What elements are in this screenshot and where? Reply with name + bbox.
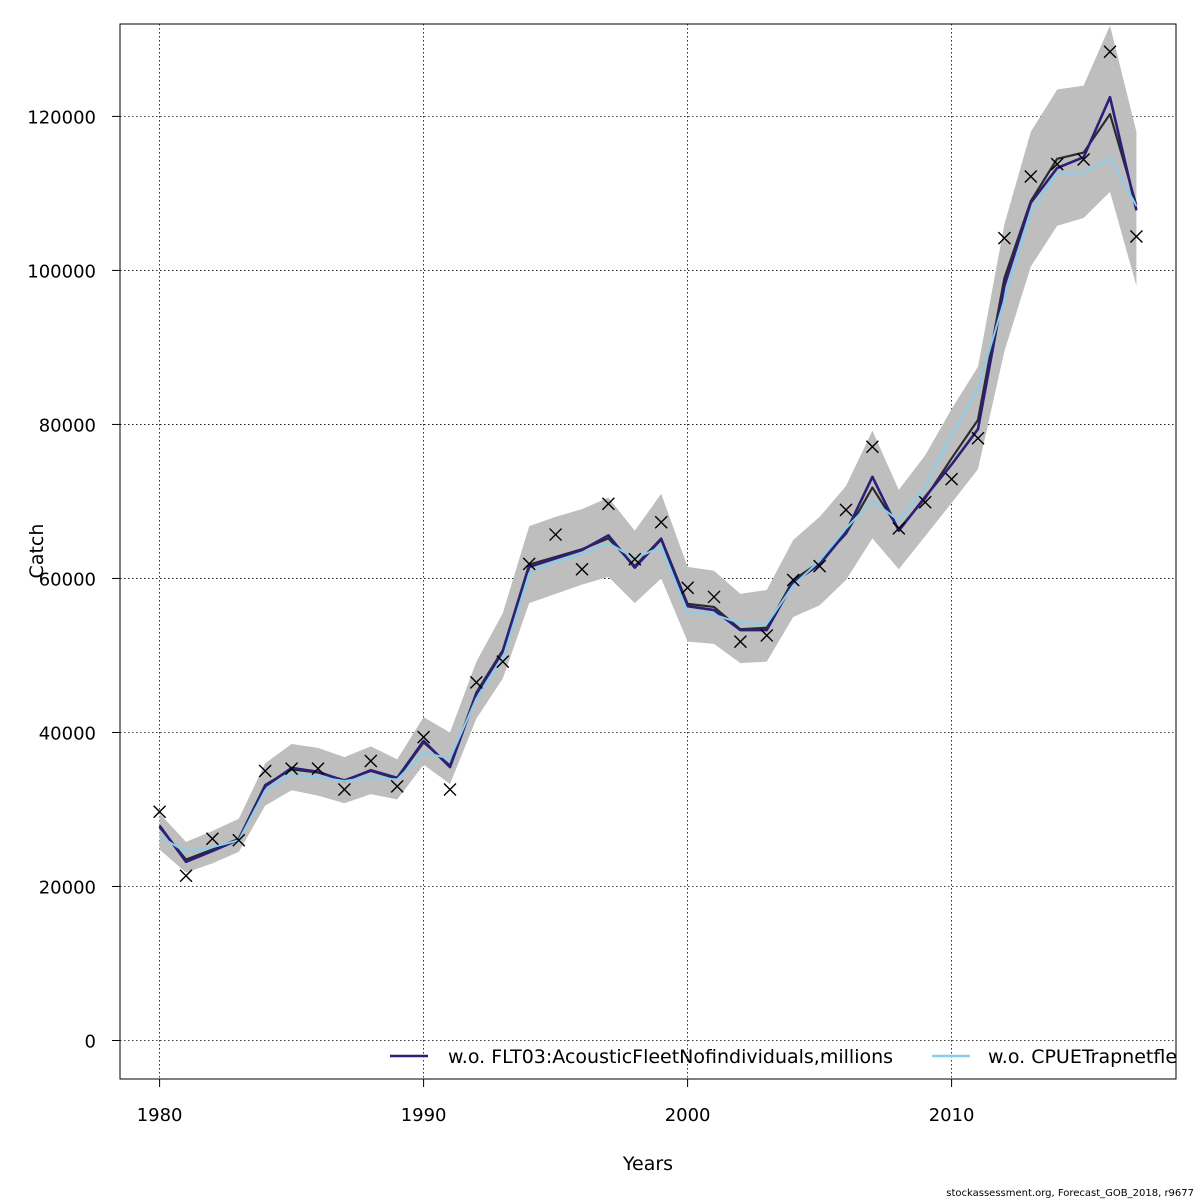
observed-point xyxy=(549,528,563,542)
observed-point xyxy=(179,869,193,883)
x-tick-label: 1980 xyxy=(137,1105,183,1126)
observed-point xyxy=(417,730,431,744)
legend: w.o. FLT03:AcousticFleetNofindividuals,m… xyxy=(390,1046,1196,1068)
observed-point xyxy=(232,833,246,847)
x-axis: 1980 1990 2000 2010 xyxy=(137,1078,975,1126)
confidence-band-layer xyxy=(159,25,1137,873)
observed-point xyxy=(865,440,879,454)
observed-point xyxy=(707,590,721,604)
y-tick-label: 120000 xyxy=(27,107,96,128)
observed-point xyxy=(522,557,536,571)
observed-point xyxy=(364,754,378,768)
observed-point xyxy=(575,562,589,576)
y-axis: 0 20000 40000 60000 80000 100000 120000 xyxy=(27,107,121,1052)
observed-point xyxy=(496,655,510,669)
observed-point xyxy=(390,779,404,793)
observed-point xyxy=(1103,45,1117,59)
observed-point xyxy=(601,497,615,511)
observed-point xyxy=(469,675,483,689)
x-tick-label: 1990 xyxy=(401,1105,447,1126)
observed-point xyxy=(654,515,668,529)
grid xyxy=(120,24,1176,1079)
observed-point xyxy=(1050,157,1064,171)
observed-point xyxy=(971,431,985,445)
observed-point xyxy=(813,559,827,573)
observed-point xyxy=(1024,169,1038,183)
x-tick-label: 2000 xyxy=(665,1105,711,1126)
observed-point xyxy=(1077,153,1091,167)
observed-point xyxy=(760,628,774,642)
legend-label-flt03: w.o. FLT03:AcousticFleetNofindividuals,m… xyxy=(448,1046,893,1068)
observed-point xyxy=(1129,230,1143,244)
observed-point xyxy=(892,521,906,535)
cpue-excluded-line xyxy=(159,156,1138,853)
observed-point xyxy=(918,495,932,509)
confidence-band xyxy=(159,25,1137,873)
observed-point xyxy=(153,805,167,819)
y-axis-title: Catch xyxy=(26,524,48,579)
legend-label-cpue: w.o. CPUETrapnetfleet xyxy=(988,1046,1196,1068)
x-tick-label: 2010 xyxy=(929,1105,975,1126)
y-tick-label: 40000 xyxy=(39,723,96,744)
x-axis-title: Years xyxy=(622,1153,673,1175)
y-tick-label: 20000 xyxy=(39,877,96,898)
observed-point xyxy=(945,472,959,486)
observed-point xyxy=(258,764,272,778)
observed-point xyxy=(285,762,299,776)
observed-point xyxy=(997,231,1011,245)
observed-points-layer xyxy=(153,45,1143,883)
observed-point xyxy=(443,782,457,796)
observed-point xyxy=(205,832,219,846)
y-tick-label: 0 xyxy=(85,1031,96,1052)
observed-point xyxy=(786,573,800,587)
y-tick-label: 60000 xyxy=(39,569,96,590)
observed-point xyxy=(681,581,695,595)
observed-point xyxy=(337,782,351,796)
observed-point xyxy=(733,635,747,649)
footer-credit: stockassessment.org, Forecast_GOB_2018, … xyxy=(946,1188,1194,1199)
observed-point xyxy=(311,762,325,776)
y-tick-label: 80000 xyxy=(39,415,96,436)
y-tick-label: 100000 xyxy=(27,261,96,282)
observed-point xyxy=(839,503,853,517)
observed-point xyxy=(628,552,642,566)
